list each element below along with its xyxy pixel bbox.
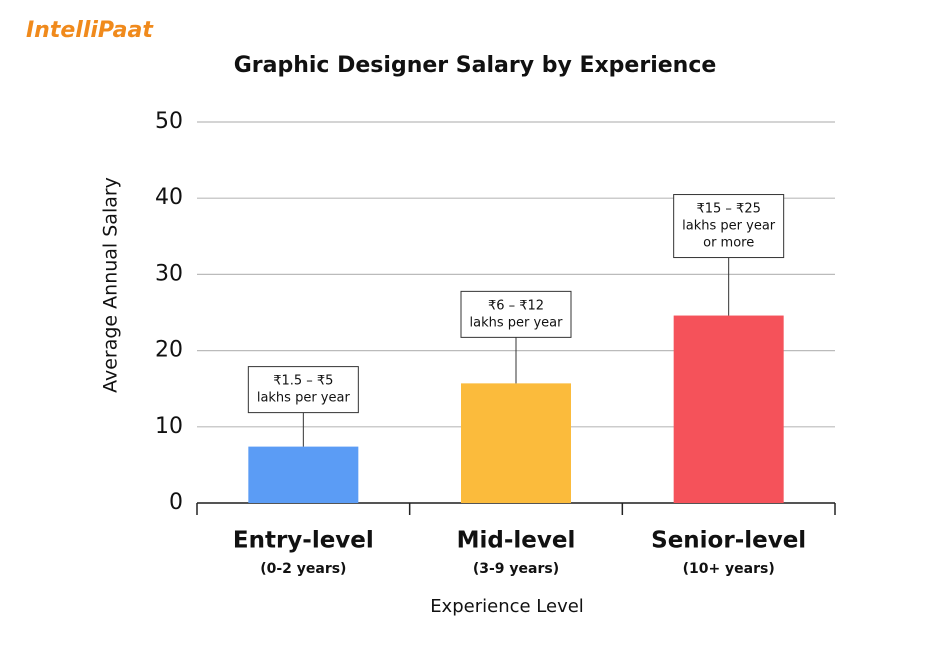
y-tick-label: 20 [155, 338, 183, 363]
annotation-text: ₹1.5 – ₹5 [273, 374, 333, 389]
y-tick-label: 0 [169, 490, 183, 515]
x-tick-sublabel: (0-2 years) [260, 561, 346, 577]
y-axis-label: Average Annual Salary [100, 177, 122, 393]
chart-title: Graphic Designer Salary by Experience [234, 53, 717, 78]
x-tick-sublabel: (3-9 years) [473, 561, 559, 577]
x-tick-label: Mid-level [457, 528, 576, 554]
x-axis-label: Experience Level [430, 596, 584, 617]
bar [673, 315, 784, 503]
annotation-box [460, 290, 572, 338]
x-tick-label: Entry-level [233, 528, 374, 554]
annotation-text: ₹6 – ₹12 [488, 298, 544, 313]
annotation-text: lakhs per year [682, 219, 776, 234]
y-tick-label: 10 [155, 414, 183, 439]
bar [461, 383, 571, 503]
annotation-text: ₹15 – ₹25 [696, 202, 760, 217]
y-tick-label: 40 [155, 185, 183, 210]
logo: IntelliPaat [26, 18, 154, 43]
annotation-box [673, 194, 785, 259]
x-tick-sublabel: (10+ years) [683, 561, 775, 577]
bar [248, 446, 359, 503]
x-tick-label: Senior-level [651, 528, 806, 554]
annotation-text: or more [703, 236, 754, 251]
annotation-text: lakhs per year [470, 315, 564, 330]
annotation-text: lakhs per year [257, 391, 351, 406]
annotation-box [247, 366, 359, 414]
y-tick-label: 50 [155, 109, 183, 134]
y-tick-label: 30 [155, 261, 183, 286]
